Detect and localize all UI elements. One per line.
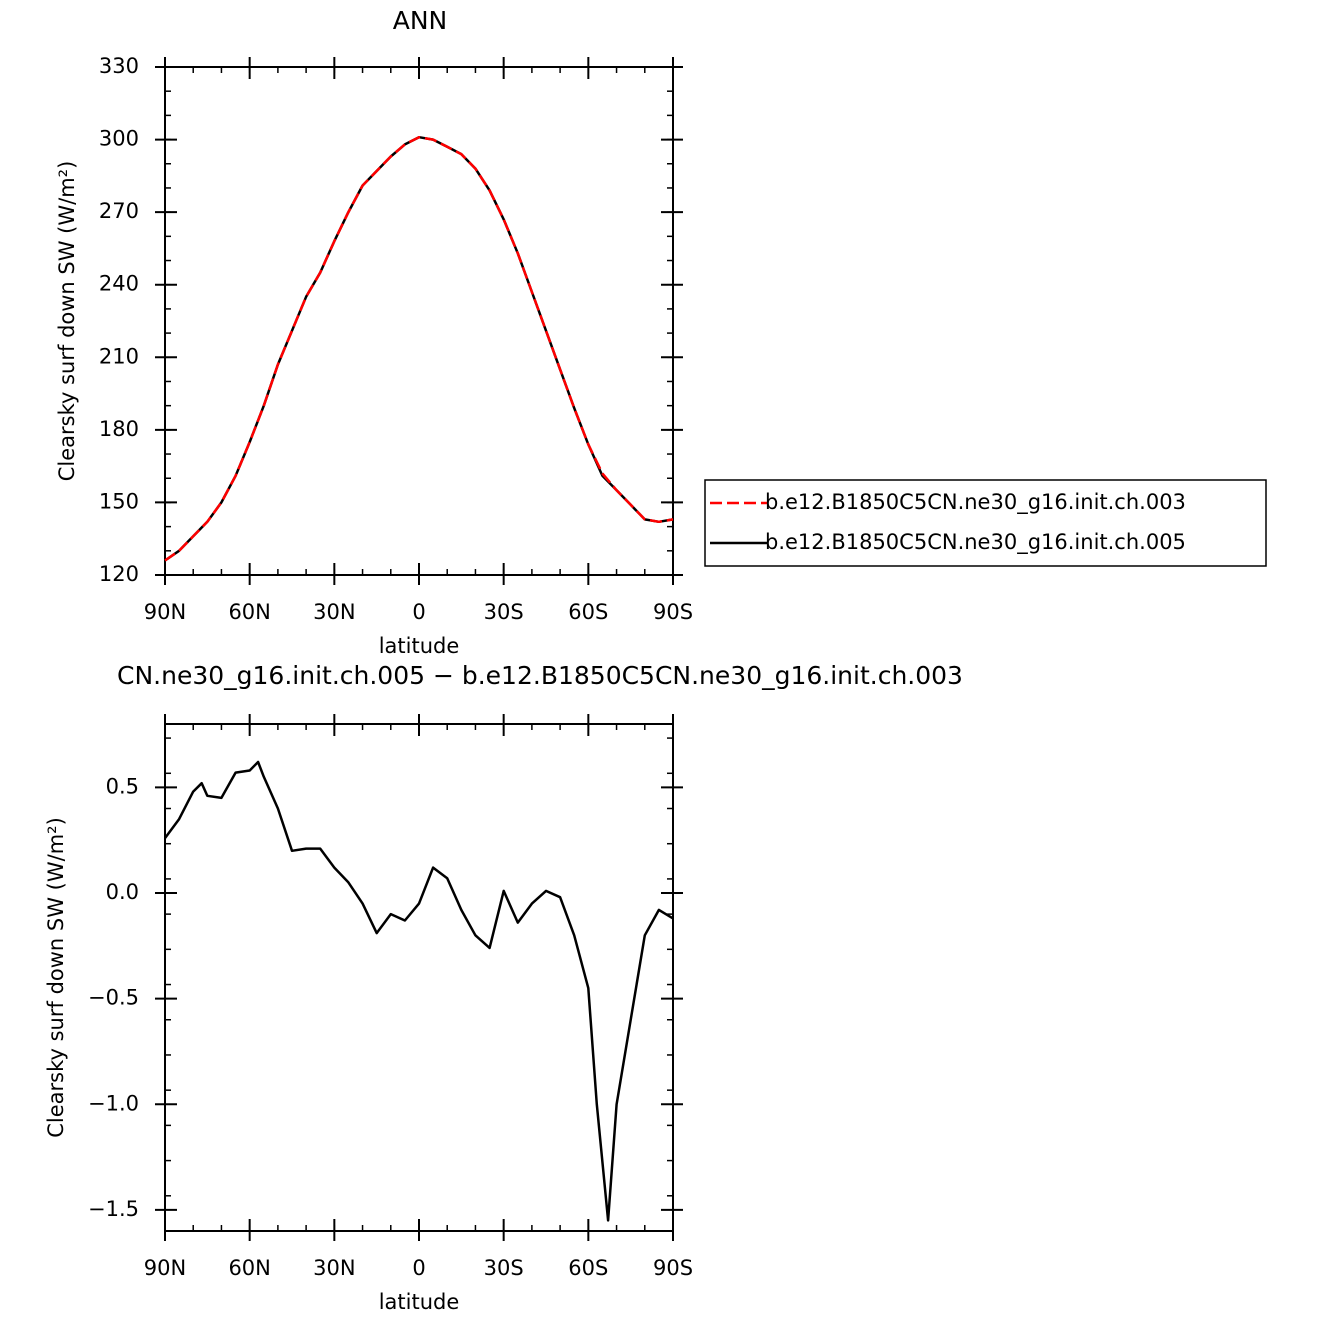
x-axis-label: latitude xyxy=(379,1290,460,1314)
data-line xyxy=(164,135,674,562)
x-tick-label: 90S xyxy=(653,1256,693,1280)
legend-box xyxy=(704,479,1267,567)
y-tick-label: −0.5 xyxy=(88,986,139,1010)
data-line xyxy=(163,760,674,1222)
y-axis-label: Clearsky surf down SW (W/m²) xyxy=(44,817,68,1138)
y-tick-label: 150 xyxy=(99,489,139,513)
plot-frame xyxy=(164,723,674,1232)
y-tick-label: 0.5 xyxy=(106,774,139,798)
x-tick-label: 0 xyxy=(412,600,425,624)
y-tick-label: 180 xyxy=(99,417,139,441)
y-tick-label: 0.0 xyxy=(106,880,139,904)
x-tick-label: 60N xyxy=(228,600,270,624)
y-tick-label: 120 xyxy=(99,562,139,586)
chart-title: CN.ne30_g16.init.ch.005 − b.e12.B1850C5C… xyxy=(117,661,963,690)
data-line xyxy=(164,135,674,562)
y-tick-label: −1.5 xyxy=(88,1197,139,1221)
y-tick-label: 270 xyxy=(99,199,139,223)
x-tick-label: 0 xyxy=(412,1256,425,1280)
y-tick-label: 330 xyxy=(99,54,139,78)
legend-label: b.e12.B1850C5CN.ne30_g16.init.ch.005 xyxy=(765,530,1186,555)
x-tick-label: 90N xyxy=(144,1256,186,1280)
x-tick-label: 30S xyxy=(484,1256,524,1280)
plot-frame xyxy=(164,66,674,576)
x-tick-label: 90N xyxy=(144,600,186,624)
chart-title: ANN xyxy=(393,6,448,35)
x-tick-label: 30N xyxy=(313,1256,355,1280)
y-tick-label: −1.0 xyxy=(88,1091,139,1115)
x-axis-label: latitude xyxy=(379,634,460,658)
y-tick-label: 300 xyxy=(99,127,139,151)
x-tick-label: 30N xyxy=(313,600,355,624)
legend-label: b.e12.B1850C5CN.ne30_g16.init.ch.003 xyxy=(765,490,1186,515)
x-tick-label: 30S xyxy=(484,600,524,624)
y-tick-label: 210 xyxy=(99,344,139,368)
y-tick-label: 240 xyxy=(99,272,139,296)
y-axis-label: Clearsky surf down SW (W/m²) xyxy=(55,161,79,482)
x-tick-label: 90S xyxy=(653,600,693,624)
x-tick-label: 60S xyxy=(568,1256,608,1280)
x-tick-label: 60N xyxy=(228,1256,270,1280)
x-tick-label: 60S xyxy=(568,600,608,624)
